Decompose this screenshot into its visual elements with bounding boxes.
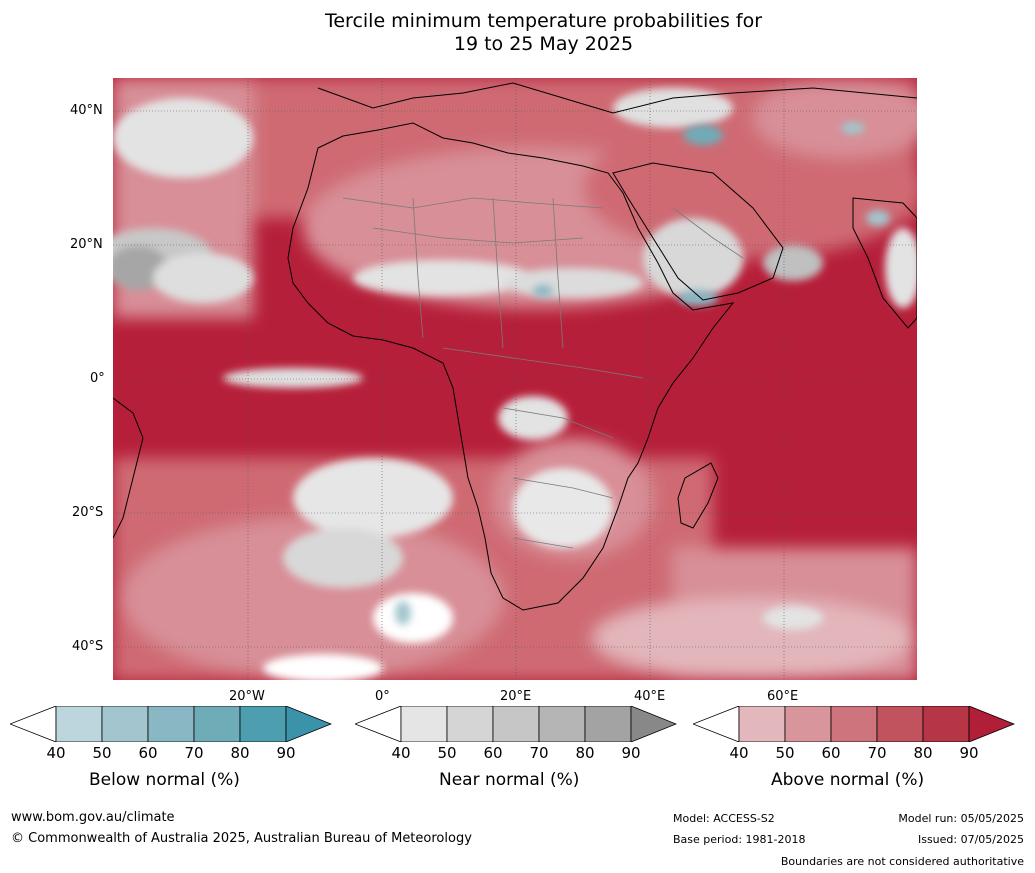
near-tick: 80 [575, 744, 595, 762]
near-tick: 50 [437, 744, 457, 762]
below-tick: 50 [92, 744, 112, 762]
model-run-text: Model run: 05/05/2025 [898, 812, 1024, 825]
near-tick: 60 [483, 744, 503, 762]
above-tick: 70 [867, 744, 887, 762]
graticule [113, 78, 917, 680]
lat-label-40s: 40°S [72, 639, 104, 654]
disclaimer-text: Boundaries are not considered authoritat… [780, 855, 1024, 868]
near-tick: 90 [621, 744, 641, 762]
colorbar-above [693, 706, 1015, 742]
above-tick: 40 [729, 744, 749, 762]
lat-label-20n: 20°N [70, 237, 103, 252]
below-normal-patches [395, 122, 890, 625]
country-borders [342, 197, 744, 549]
below-tick: 80 [230, 744, 250, 762]
above-tick: 60 [821, 744, 841, 762]
below-tick: 70 [184, 744, 204, 762]
above-normal-label: Above normal (%) [771, 770, 925, 790]
lat-label-40n: 40°N [70, 103, 103, 118]
near-normal-patches [113, 88, 917, 680]
below-tick: 90 [276, 744, 296, 762]
probability-map [113, 78, 917, 680]
base-period-text: Base period: 1981-2018 [673, 833, 806, 846]
colorbar-near [355, 706, 677, 742]
below-normal-label: Below normal (%) [89, 770, 240, 790]
europe-coastline [317, 82, 917, 114]
lon-label-0: 0° [375, 689, 390, 704]
above-tick: 80 [913, 744, 933, 762]
map-svg [113, 78, 917, 680]
lon-label-20w: 20°W [229, 689, 265, 704]
title-line-1: Tercile minimum temperature probabilitie… [324, 10, 763, 32]
lat-label-equator: 0° [90, 371, 105, 386]
map-title: Tercile minimum temperature probabilitie… [0, 10, 1035, 56]
near-tick: 40 [391, 744, 411, 762]
above-tick: 50 [775, 744, 795, 762]
near-normal-label: Near normal (%) [439, 770, 580, 790]
lon-label-60e: 60°E [767, 689, 799, 704]
title-line-2: 19 to 25 May 2025 [453, 33, 634, 55]
madagascar-coastline [677, 462, 719, 529]
arabia-coastline [612, 162, 784, 301]
india-coastline [852, 197, 917, 329]
website-link[interactable]: www.bom.gov.au/climate [11, 810, 175, 825]
colorbar-below [10, 706, 332, 742]
model-text: Model: ACCESS-S2 [673, 812, 775, 825]
africa-coastline [287, 122, 735, 611]
lon-label-40e: 40°E [634, 689, 666, 704]
above-tick: 90 [959, 744, 979, 762]
near-tick: 70 [529, 744, 549, 762]
lat-label-20s: 20°S [72, 505, 104, 520]
below-tick: 40 [46, 744, 66, 762]
south-america-coastline [113, 397, 144, 539]
issued-text: Issued: 07/05/2025 [917, 833, 1024, 846]
below-tick: 60 [138, 744, 158, 762]
copyright-text: © Commonwealth of Australia 2025, Austra… [11, 831, 472, 846]
lon-label-20e: 20°E [500, 689, 532, 704]
